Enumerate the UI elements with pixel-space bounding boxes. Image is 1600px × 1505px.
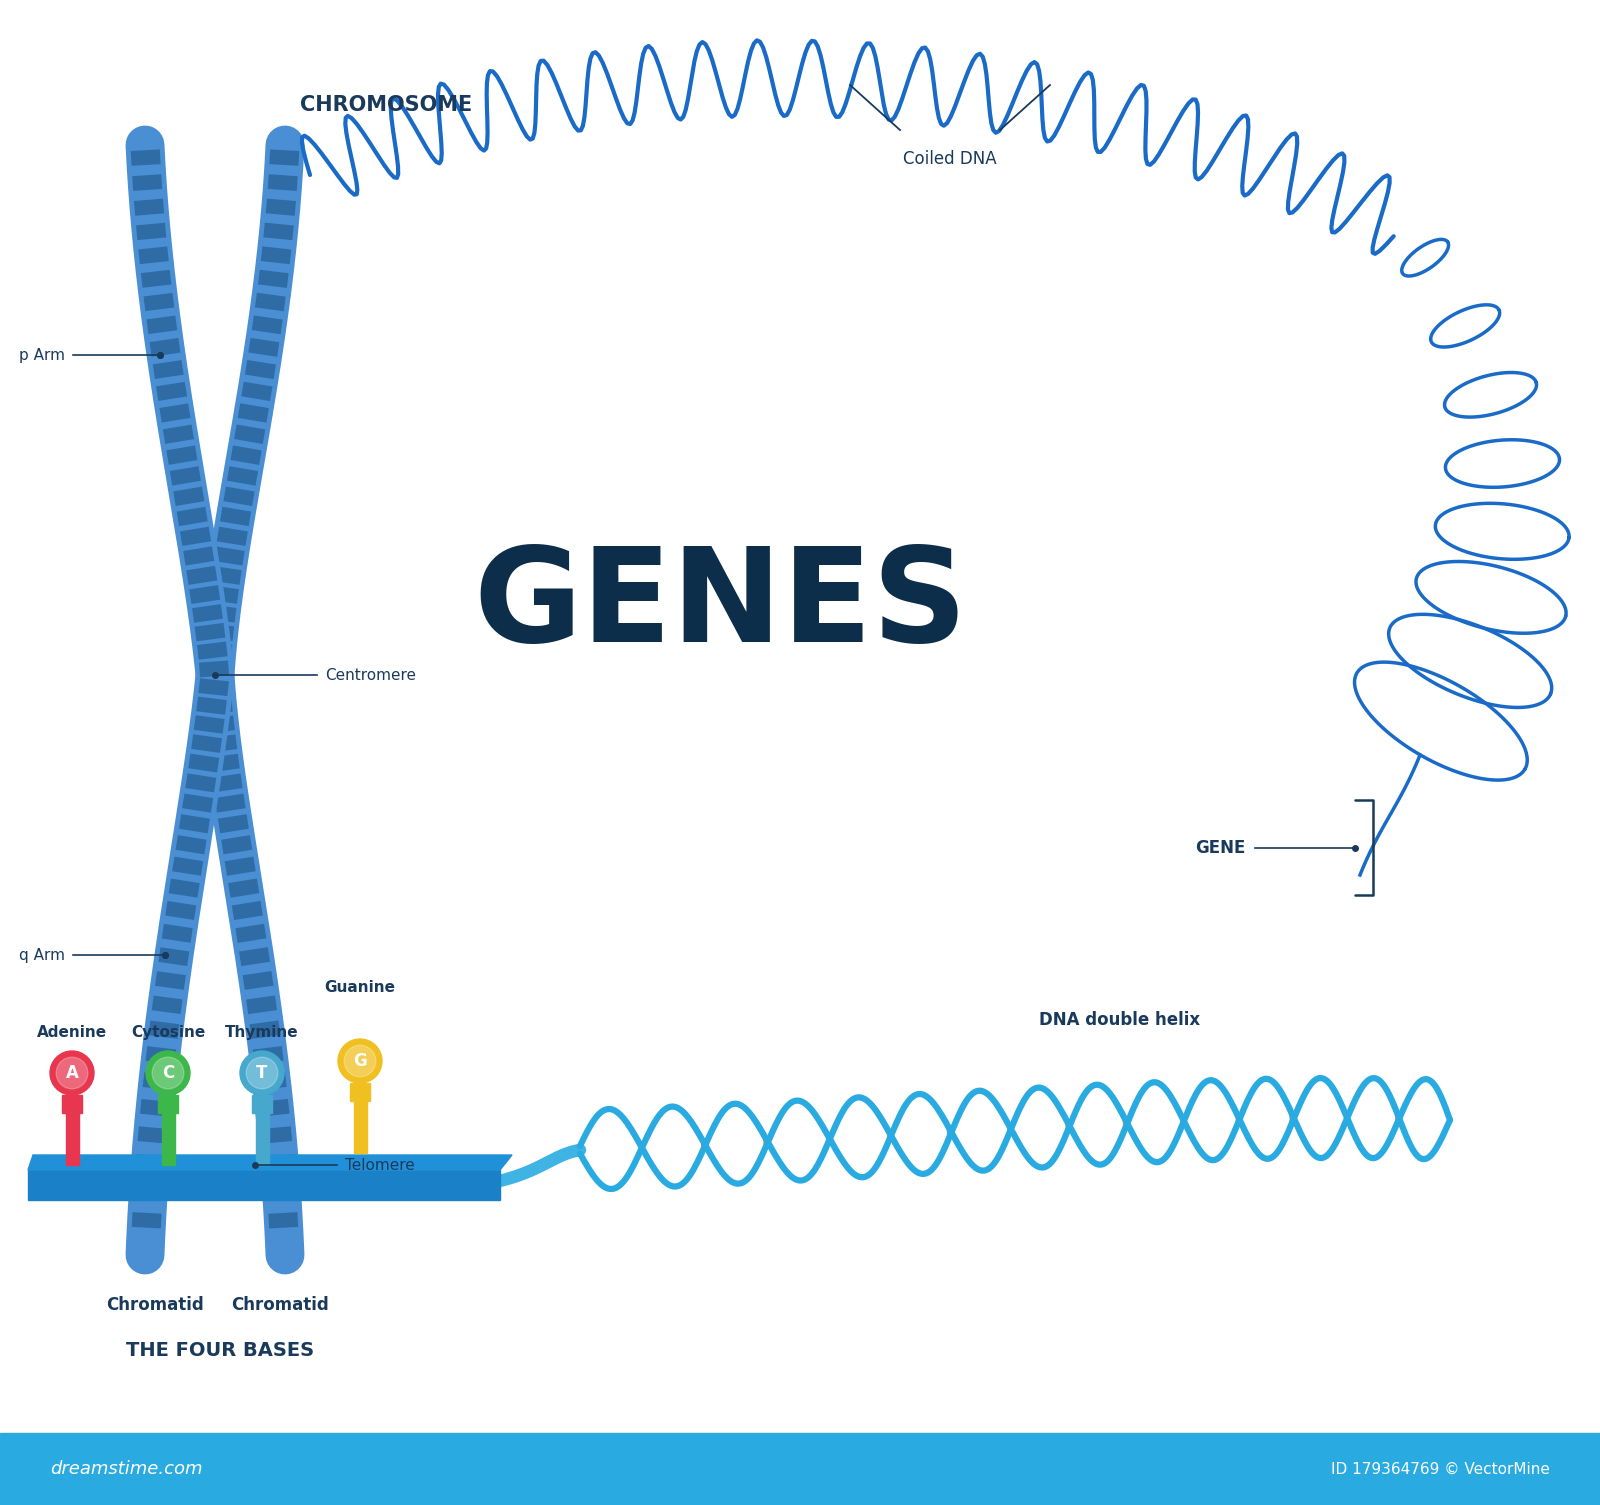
Text: CHROMOSOME: CHROMOSOME — [301, 95, 472, 114]
Text: T: T — [256, 1064, 267, 1082]
Polygon shape — [66, 1114, 78, 1165]
Text: G: G — [354, 1052, 366, 1070]
Text: Thymine: Thymine — [226, 1025, 299, 1040]
Circle shape — [56, 1057, 88, 1088]
Text: Cytosine: Cytosine — [131, 1025, 205, 1040]
Text: C: C — [162, 1064, 174, 1082]
Circle shape — [246, 1057, 278, 1088]
Text: q Arm: q Arm — [19, 948, 66, 963]
Text: Chromatid: Chromatid — [106, 1296, 203, 1314]
Text: DNA double helix: DNA double helix — [1040, 1011, 1200, 1029]
Polygon shape — [253, 1096, 272, 1114]
Polygon shape — [354, 1102, 366, 1153]
Polygon shape — [350, 1084, 370, 1102]
Polygon shape — [256, 1114, 269, 1165]
Polygon shape — [62, 1096, 82, 1114]
Text: p Arm: p Arm — [19, 348, 66, 363]
Text: Adenine: Adenine — [37, 1025, 107, 1040]
Text: GENE: GENE — [1195, 838, 1245, 856]
Circle shape — [240, 1050, 285, 1096]
Polygon shape — [29, 1169, 501, 1199]
Text: dreamstime.com: dreamstime.com — [50, 1460, 203, 1478]
Circle shape — [338, 1038, 382, 1084]
Circle shape — [152, 1057, 184, 1088]
Polygon shape — [158, 1096, 178, 1114]
Circle shape — [146, 1050, 190, 1096]
Circle shape — [344, 1044, 376, 1078]
Text: Telomere: Telomere — [346, 1157, 414, 1172]
Text: Guanine: Guanine — [325, 980, 395, 995]
Text: Coiled DNA: Coiled DNA — [902, 150, 997, 169]
Text: Centromere: Centromere — [325, 668, 416, 682]
Text: A: A — [66, 1064, 78, 1082]
Text: Chromatid: Chromatid — [230, 1296, 330, 1314]
Bar — [0, 1433, 1600, 1505]
Text: GENES: GENES — [474, 542, 966, 668]
Circle shape — [50, 1050, 94, 1096]
Polygon shape — [162, 1114, 174, 1165]
Text: THE FOUR BASES: THE FOUR BASES — [126, 1341, 314, 1359]
Polygon shape — [29, 1154, 512, 1169]
Text: ID 179364769 © VectorMine: ID 179364769 © VectorMine — [1331, 1461, 1550, 1476]
